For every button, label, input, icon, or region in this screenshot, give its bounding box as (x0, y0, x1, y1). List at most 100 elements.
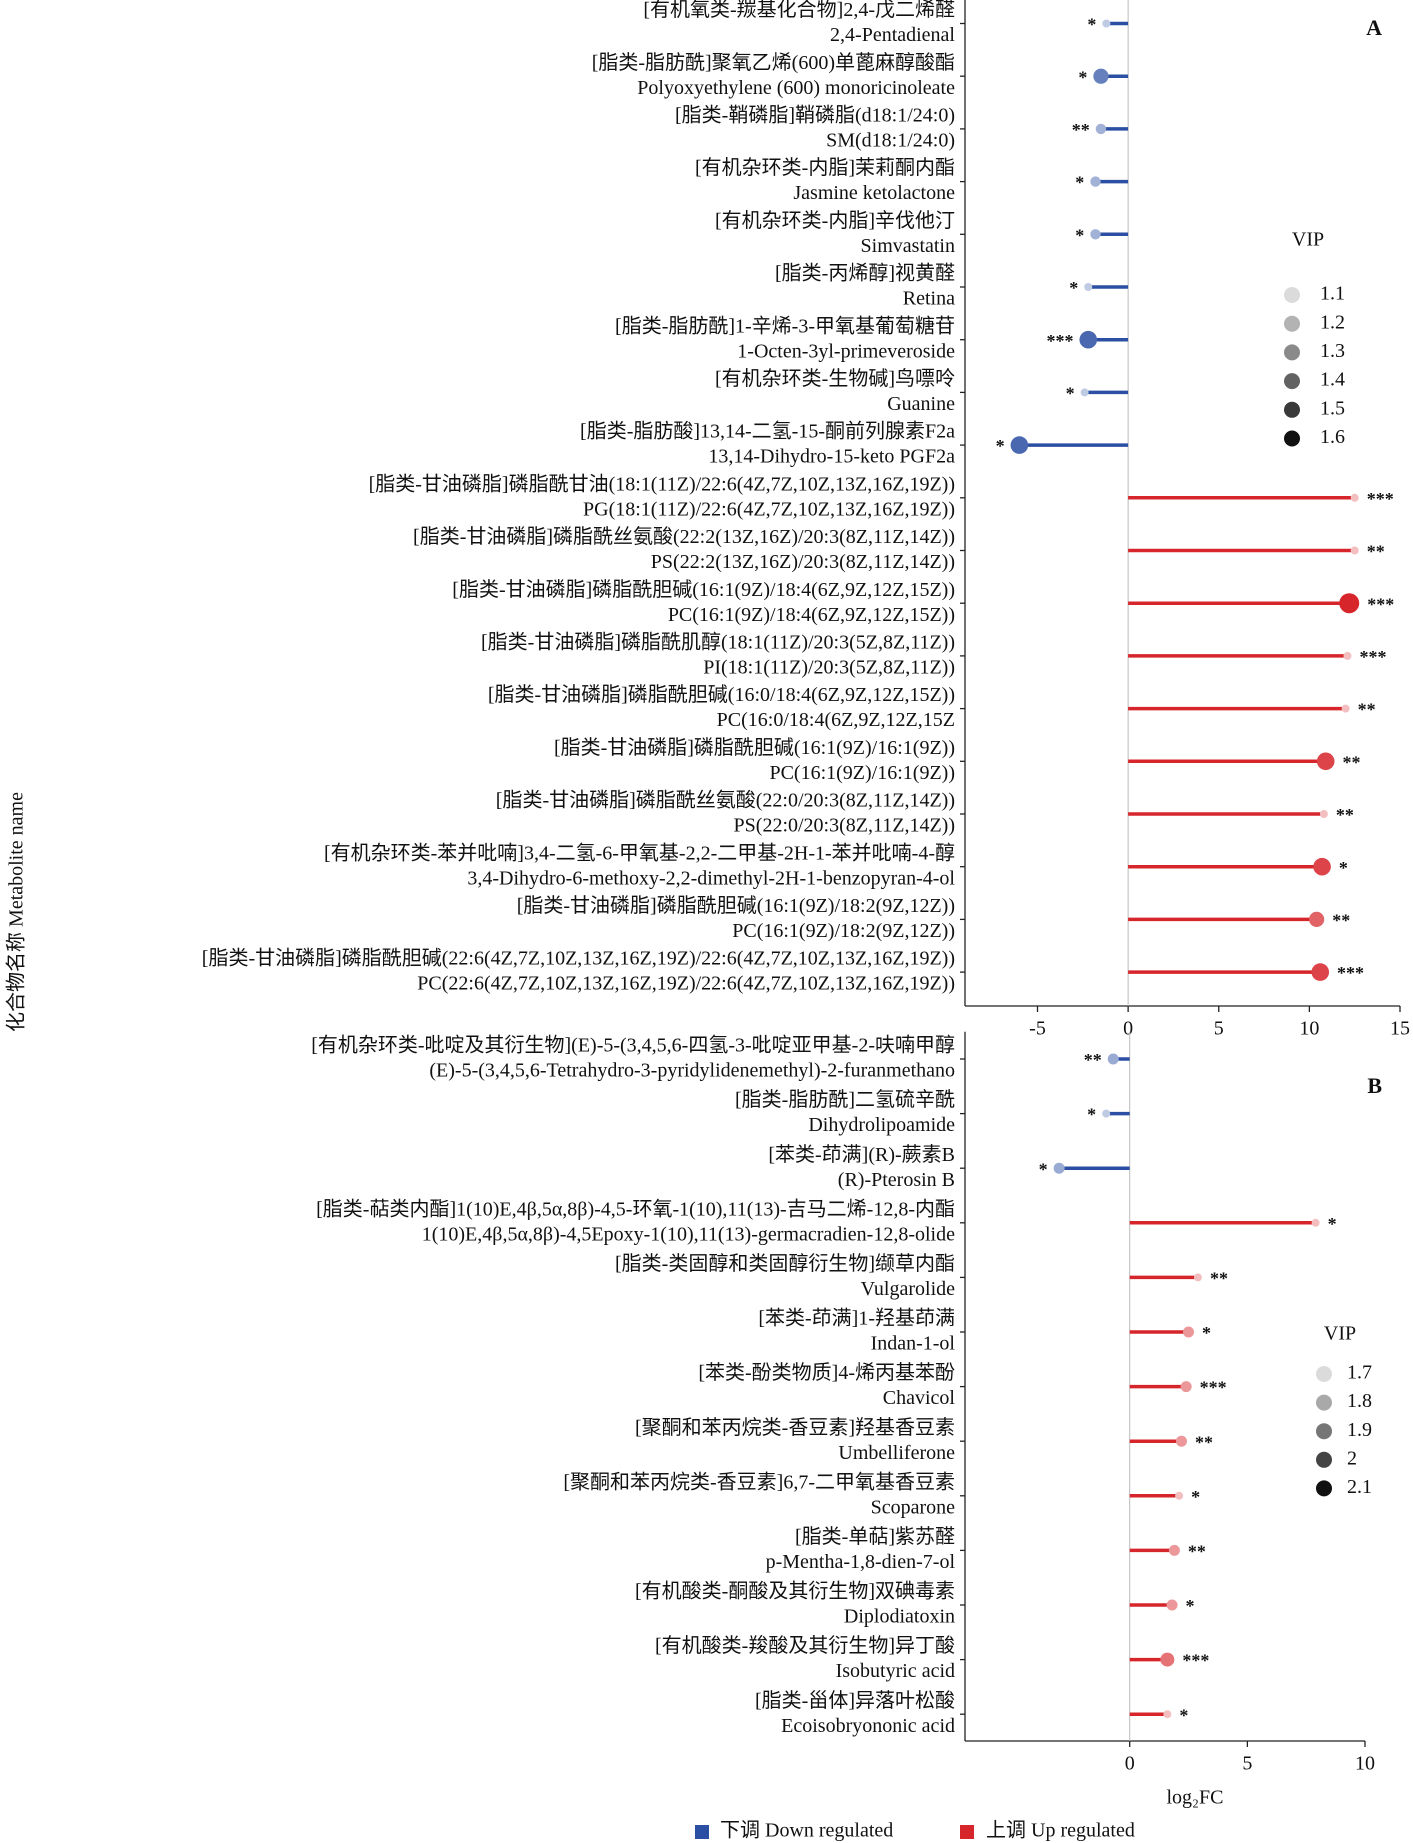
significance-label: *** (1367, 489, 1394, 509)
legend-swatch (960, 1825, 974, 1839)
panel-label: A (1366, 15, 1382, 40)
category-label-en: 13,14-Dihydro-15-keto PGF2a (708, 446, 955, 468)
category-label-en: Simvastatin (861, 235, 955, 257)
dot (1316, 752, 1335, 771)
significance-label: * (1186, 1596, 1195, 1616)
significance-label: *** (1182, 1651, 1209, 1671)
category-label-zh: [脂类-甘油磷脂]磷脂酰丝氨酸(22:0/20:3(8Z,11Z,14Z)) (496, 789, 955, 812)
dot (1107, 1053, 1119, 1065)
category-label-zh: [脂类-甘油磷脂]磷脂酰胆碱(16:1(9Z)/18:2(9Z,12Z)) (517, 894, 955, 917)
category-label-zh: [脂类-脂肪酰]聚氧乙烯(600)单蓖麻醇酸酯 (592, 51, 955, 74)
category-label-zh: [脂类-类固醇和类固醇衍生物]缬草内酯 (615, 1252, 955, 1275)
category-label-zh: [苯类-茚满](R)-蕨素B (768, 1143, 955, 1166)
vip-legend-swatch (1284, 373, 1300, 390)
dot (1102, 19, 1111, 28)
dot (1079, 330, 1098, 349)
vip-legend-label: 1.7 (1347, 1362, 1372, 1384)
significance-label: * (1191, 1487, 1200, 1507)
category-label-zh: [脂类-单萜]紫苏醛 (795, 1525, 955, 1548)
x-tick-label: 10 (1299, 1018, 1319, 1040)
vip-legend-label: 1.3 (1320, 340, 1345, 362)
category-label-en: Diplodiatoxin (844, 1606, 955, 1628)
category-label-en: SM(d18:1/24:0) (826, 129, 955, 151)
category-label-en: 1(10)E,4β,5α,8β)-4,5Epoxy-1(10),11(13)-g… (422, 1223, 955, 1245)
legend-label: 下调 Down regulated (720, 1819, 893, 1842)
significance-label: ** (1358, 700, 1376, 720)
dot (1175, 1435, 1187, 1447)
vip-legend-label: 2.1 (1347, 1476, 1372, 1498)
category-label-en: Polyoxyethylene (600) monoricinoleate (637, 77, 955, 99)
vip-legend-title: VIP (1324, 1323, 1356, 1345)
dot (1311, 1218, 1320, 1227)
vip-legend-label: 1.5 (1320, 397, 1345, 419)
significance-label: ** (1072, 120, 1090, 140)
category-label-zh: [聚酮和苯丙烷类-香豆素]羟基香豆素 (635, 1416, 955, 1439)
dot (1168, 1544, 1180, 1556)
category-label-en: PC(16:1(9Z)/18:4(6Z,9Z,12Z,15Z)) (668, 604, 955, 626)
significance-label: ** (1336, 805, 1354, 825)
vip-legend-label: 1.4 (1320, 369, 1345, 391)
significance-label: *** (1337, 963, 1364, 983)
vip-legend-swatch (1316, 1451, 1332, 1468)
category-label-zh: [苯类-茚满]1-羟基茚满 (758, 1307, 955, 1330)
category-label-zh: [脂类-脂肪酸]13,14-二氢-15-酮前列腺素F2a (580, 420, 955, 443)
vip-legend-title: VIP (1292, 229, 1324, 251)
category-label-en: Isobutyric acid (836, 1660, 955, 1682)
vip-legend-swatch (1284, 401, 1300, 418)
vip-legend-swatch (1284, 287, 1300, 303)
significance-label: * (1078, 67, 1087, 87)
dot (1175, 1491, 1184, 1500)
category-label-en: Guanine (887, 393, 955, 415)
x-tick-label: 10 (1355, 1753, 1375, 1775)
dot (1339, 593, 1360, 614)
significance-label: * (996, 436, 1005, 456)
category-label-en: Dihydrolipoamide (808, 1114, 955, 1136)
category-label-en: Vulgarolide (861, 1278, 955, 1300)
x-axis-title: log₂FC (1167, 1787, 1224, 1809)
category-label-zh: [脂类-脂肪酰]1-辛烯-3-甲氧基葡萄糖苷 (615, 314, 955, 337)
category-label-en: Indan-1-ol (871, 1333, 956, 1355)
category-label-zh: [脂类-甘油磷脂]磷脂酰胆碱(22:6(4Z,7Z,10Z,13Z,16Z,19… (202, 947, 955, 970)
category-label-en: Retina (903, 288, 955, 310)
significance-label: *** (1046, 331, 1073, 351)
significance-label: ** (1332, 911, 1350, 931)
vip-legend-swatch (1284, 315, 1300, 332)
category-label-zh: [脂类-甾体]异落叶松酸 (755, 1689, 955, 1712)
significance-label: ** (1195, 1432, 1213, 1452)
category-label-zh: [脂类-甘油磷脂]磷脂酰甘油(18:1(11Z)/22:6(4Z,7Z,10Z,… (369, 472, 955, 495)
category-label-zh: [脂类-甘油磷脂]磷脂酰丝氨酸(22:2(13Z,16Z)/20:3(8Z,11… (413, 525, 955, 548)
category-label-zh: [有机杂环类-吡啶及其衍生物](E)-5-(3,4,5,6-四氢-3-吡啶亚甲基… (311, 1034, 955, 1057)
dot (1166, 1599, 1178, 1611)
category-label-en: (E)-5-(3,4,5,6-Tetrahydro-3-pyridylidene… (429, 1060, 955, 1082)
x-tick-label: -5 (1029, 1018, 1046, 1040)
y-axis-title: 化合物名称 Metabolite name (5, 792, 28, 1032)
legend-swatch (695, 1825, 709, 1839)
vip-legend-label: 2 (1347, 1447, 1357, 1469)
dot (1053, 1162, 1065, 1174)
dot (1350, 493, 1359, 502)
significance-label: * (1328, 1214, 1337, 1234)
significance-label: ** (1084, 1050, 1102, 1070)
dot (1160, 1652, 1175, 1667)
category-label-en: PS(22:0/20:3(8Z,11Z,14Z)) (734, 815, 955, 837)
category-label-zh: [有机酸类-酮酸及其衍生物]双碘毒素 (635, 1580, 955, 1603)
dot (1080, 388, 1089, 397)
category-label-en: Scoparone (871, 1496, 956, 1518)
vip-legend-label: 1.2 (1320, 311, 1345, 333)
category-label-en: PC(16:0/18:4(6Z,9Z,12Z,15Z (717, 709, 955, 731)
category-label-en: Ecoisobryononic acid (781, 1715, 955, 1737)
dot (1313, 857, 1331, 876)
x-tick-label: 0 (1123, 1018, 1133, 1040)
vip-legend-swatch (1316, 1394, 1332, 1411)
dot (1102, 1109, 1111, 1118)
dot (1183, 1326, 1195, 1338)
legend-label: 上调 Up regulated (986, 1819, 1135, 1842)
significance-label: * (1087, 1105, 1096, 1125)
category-label-zh: [有机杂环类-内脂]茉莉酮内酯 (695, 156, 955, 179)
vip-legend-swatch (1316, 1480, 1332, 1497)
significance-label: ** (1188, 1542, 1206, 1562)
vip-legend-label: 1.9 (1347, 1419, 1372, 1441)
dot (1090, 176, 1101, 187)
vip-legend-label: 1.8 (1347, 1390, 1372, 1412)
significance-label: * (1179, 1705, 1188, 1725)
